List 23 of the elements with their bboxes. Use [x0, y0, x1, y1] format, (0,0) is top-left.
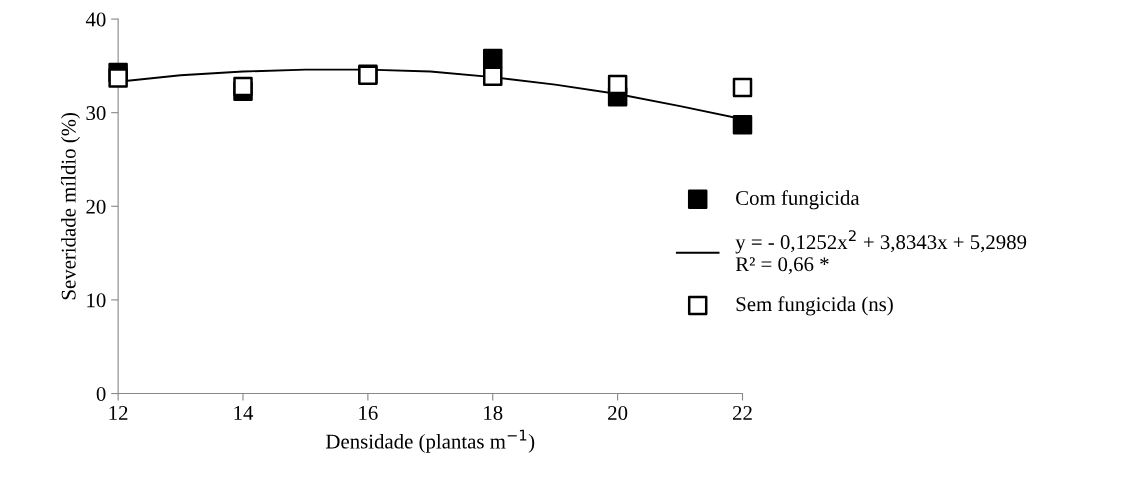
- x-axis-title: Densidade (plantas m$^{−1}$): [326, 429, 535, 453]
- point: [732, 115, 753, 135]
- legend-label: Sem fungicida (ns): [736, 296, 893, 316]
- y-tick-label: 10: [87, 293, 106, 308]
- point: [482, 66, 503, 86]
- x-tick-label: 20: [608, 405, 628, 420]
- text: y = - 0,1252x$^{2}$ + 3,8343x + 5,2989 R² = 0,66 *: [735, 230, 1027, 275]
- x-tick-label: 14: [234, 406, 254, 420]
- x-tick-label: 16: [359, 405, 378, 420]
- x-tick-label: 22: [733, 405, 752, 420]
- point: [482, 48, 503, 69]
- y-axis-title: Severidade míldio (%): [61, 112, 80, 300]
- y-tick-label: 0: [96, 386, 106, 401]
- point: [233, 76, 253, 97]
- y-tick-label: 40: [85, 12, 106, 27]
- legend-label: Com fungicida: [736, 190, 860, 210]
- point: [732, 77, 753, 98]
- point: [607, 74, 628, 95]
- point: [108, 68, 128, 88]
- y-tick-label: 20: [86, 199, 106, 214]
- y-tick-label: 30: [86, 106, 106, 121]
- x-tick-label: 12: [109, 405, 128, 420]
- x-tick-label: 18: [484, 405, 503, 420]
